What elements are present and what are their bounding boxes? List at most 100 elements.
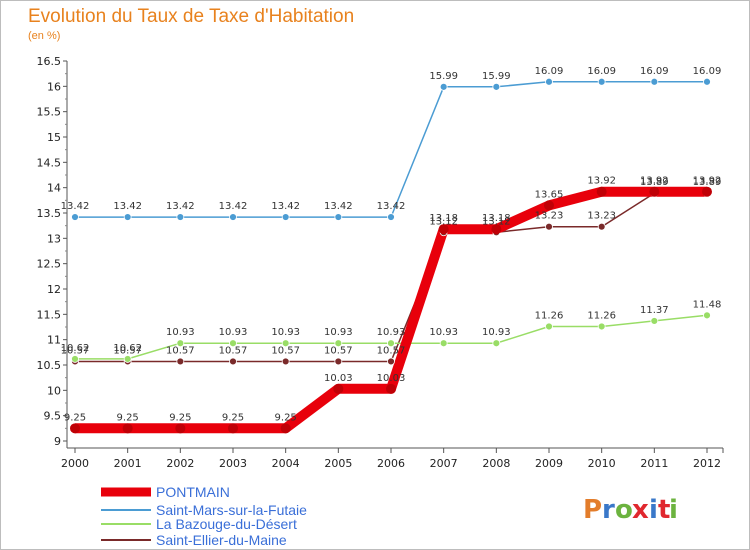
data-label: 10.57 — [113, 345, 142, 356]
y-tick-label: 11 — [47, 334, 61, 347]
data-point — [70, 423, 80, 434]
data-label: 13.12 — [482, 216, 511, 227]
y-tick-label: 9.5 — [44, 410, 62, 423]
axes: 9 9.5 10 10.5 11 11.5 12 12.5 13 13.5 14 14.5 15 15.5… — [37, 55, 724, 470]
data-label: 10.03 — [324, 373, 353, 384]
chart-subtitle: (en %) — [28, 30, 61, 42]
data-label: 10.93 — [482, 327, 511, 338]
y-tick-label: 10 — [47, 384, 61, 397]
y-tick-label: 13.5 — [37, 207, 62, 220]
data-point — [334, 213, 343, 221]
data-label: 13.42 — [219, 201, 248, 212]
data-point — [439, 82, 448, 91]
data-label: 10.93 — [271, 327, 300, 338]
data-point — [176, 357, 185, 366]
legend-label: Saint-Mars-sur-la-Futaie — [156, 502, 307, 518]
data-point — [122, 423, 133, 434]
x-tick-label: 2002 — [166, 457, 194, 470]
data-label: 10.57 — [219, 345, 248, 356]
series-line — [75, 81, 707, 218]
chart-title: Evolution du Taux de Taxe d'Habitation — [28, 6, 355, 27]
legend-label: Saint-Ellier-du-Maine — [156, 532, 287, 548]
data-point — [545, 77, 553, 86]
data-point — [438, 224, 449, 235]
x-tick-label: 2006 — [377, 457, 405, 470]
data-point — [280, 423, 291, 434]
data-label: 10.57 — [324, 345, 353, 356]
data-label: 9.25 — [275, 412, 297, 423]
data-label: 10.93 — [377, 327, 406, 338]
data-point — [650, 77, 659, 86]
y-tick-label: 14 — [47, 182, 61, 195]
logo-letter: r — [602, 495, 615, 525]
data-label: 11.37 — [640, 305, 669, 316]
x-tick-label: 2008 — [482, 457, 510, 470]
data-label: 13.89 — [640, 177, 669, 188]
data-label: 11.48 — [693, 299, 722, 310]
data-label: 9.25 — [222, 412, 244, 423]
data-label: 10.57 — [61, 345, 90, 356]
data-point — [228, 423, 238, 434]
y-tick-label: 12.5 — [37, 258, 62, 271]
x-tick-label: 2007 — [430, 457, 458, 470]
data-point — [281, 357, 290, 366]
data-point — [545, 222, 553, 231]
logo-letter: i — [669, 495, 678, 525]
data-label: 15.99 — [429, 71, 458, 82]
data-label: 13.18 — [429, 213, 458, 224]
data-point — [176, 339, 185, 348]
data-point — [597, 222, 606, 231]
data-point — [492, 82, 501, 91]
data-label: 15.99 — [482, 71, 511, 82]
series-points — [70, 77, 712, 434]
x-tick-label: 2001 — [114, 457, 142, 470]
data-label: 16.09 — [640, 66, 669, 77]
y-tick-label: 11.5 — [37, 308, 62, 321]
y-tick-label: 12 — [47, 283, 61, 296]
data-label: 13.23 — [587, 211, 616, 222]
data-point — [491, 224, 502, 235]
y-tick-label: 16.5 — [37, 55, 62, 68]
data-label: 10.93 — [429, 327, 458, 338]
logo-letter: t — [658, 495, 670, 525]
data-point — [439, 339, 448, 348]
data-label: 13.18 — [482, 213, 511, 224]
data-label: 10.03 — [377, 373, 406, 384]
data-label: 11.26 — [587, 310, 616, 321]
x-tick-label: 2009 — [535, 457, 563, 470]
data-label: 13.42 — [166, 201, 195, 212]
data-point — [649, 186, 660, 197]
data-point — [334, 357, 343, 366]
y-tick-label: 15 — [47, 131, 61, 144]
data-label: 10.93 — [166, 327, 195, 338]
data-label: 13.42 — [377, 201, 406, 212]
series-labels: 9.25 9.25 9.25 9.25 9.25 10.03 10.03 13.18 13.18… — [61, 66, 722, 424]
y-tick-label: 9 — [54, 435, 61, 448]
data-point — [281, 213, 290, 221]
data-label: 11.26 — [535, 310, 564, 321]
x-tick-label: 2010 — [588, 457, 616, 470]
y-tick-label: 14.5 — [37, 156, 62, 169]
logo-letter: i — [649, 495, 658, 525]
x-tick-label: 2000 — [61, 457, 89, 470]
data-point — [703, 77, 711, 86]
data-point — [597, 77, 606, 86]
data-point — [386, 383, 396, 394]
data-point — [334, 339, 343, 348]
y-tick-label: 16 — [47, 80, 61, 93]
data-label: 16.09 — [535, 66, 564, 77]
data-label: 10.57 — [271, 345, 300, 356]
logo-letter: x — [632, 495, 649, 525]
data-label: 13.12 — [429, 216, 458, 227]
data-point — [650, 317, 659, 325]
x-tick-label: 2005 — [324, 457, 352, 470]
data-label: 13.42 — [271, 201, 300, 212]
data-label: 10.57 — [166, 345, 195, 356]
data-label: 13.42 — [324, 201, 353, 212]
data-point — [387, 357, 395, 366]
data-label: 13.65 — [535, 189, 564, 200]
data-label: 16.09 — [587, 66, 616, 77]
data-label: 13.92 — [587, 176, 616, 187]
data-label: 10.93 — [219, 327, 248, 338]
